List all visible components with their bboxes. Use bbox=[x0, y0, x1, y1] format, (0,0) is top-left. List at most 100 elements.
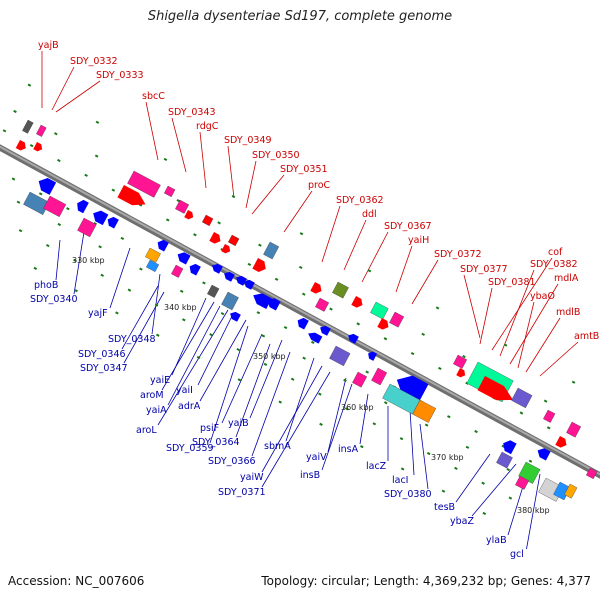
gene-label-reverse: SDY_0346 bbox=[78, 349, 126, 360]
gene-label-reverse: tesB bbox=[434, 502, 455, 513]
gene-arrow-reverse bbox=[244, 279, 255, 290]
leader-line bbox=[409, 409, 415, 476]
marker-dash bbox=[237, 378, 242, 382]
tick-label: 350 kbp bbox=[253, 352, 286, 361]
tick-label: 360 kbp bbox=[341, 403, 374, 412]
marker-dash bbox=[426, 451, 431, 456]
marker-dash bbox=[438, 366, 442, 371]
marker-dash bbox=[11, 177, 16, 181]
gene-box bbox=[207, 284, 220, 298]
gene-label-forward: proC bbox=[308, 180, 331, 191]
gene-label-forward: cof bbox=[548, 247, 563, 258]
accession-text: Accession: NC_007606 bbox=[8, 574, 145, 588]
gene-arrow-forward bbox=[555, 436, 567, 448]
gene-label-forward: SDY_0351 bbox=[280, 164, 328, 175]
gene-label-reverse: SDY_0359 bbox=[166, 443, 214, 454]
gene-arrow-forward bbox=[15, 140, 26, 151]
gene-label-forward: sbcC bbox=[142, 91, 165, 102]
marker-dash bbox=[115, 311, 119, 315]
leader-line bbox=[197, 315, 233, 386]
marker-dash bbox=[45, 243, 50, 248]
gene-box bbox=[564, 483, 578, 499]
gene-box bbox=[315, 297, 330, 312]
gene-label-reverse: SDY_0340 bbox=[30, 294, 78, 305]
marker-dash bbox=[474, 429, 478, 434]
gene-label-forward: SDY_0350 bbox=[252, 150, 300, 161]
marker-dash bbox=[360, 445, 364, 449]
gene-box bbox=[36, 124, 47, 137]
marker-dash bbox=[231, 194, 236, 199]
marker-dash bbox=[543, 399, 548, 403]
gene-box bbox=[332, 281, 349, 299]
marker-dash bbox=[217, 221, 221, 225]
gene-arrow-forward bbox=[252, 258, 266, 272]
gene-arrow-reverse bbox=[396, 375, 429, 404]
marker-dash bbox=[301, 292, 306, 296]
marker-dash bbox=[465, 445, 470, 449]
gene-label-reverse: sbmA bbox=[264, 441, 291, 452]
marker-dash bbox=[182, 318, 186, 322]
tick-label: 370 kbp bbox=[431, 453, 464, 462]
leader-line bbox=[455, 453, 491, 503]
gene-label-forward: SDY_0362 bbox=[336, 195, 384, 206]
marker-dash bbox=[302, 356, 306, 360]
marker-dash bbox=[165, 218, 170, 222]
marker-dash bbox=[365, 370, 370, 374]
marker-dash bbox=[482, 511, 487, 516]
leader-line bbox=[227, 145, 235, 199]
leader-line bbox=[321, 383, 353, 471]
gene-arrow-reverse bbox=[267, 298, 281, 311]
gene-box bbox=[511, 387, 533, 409]
gene-label-reverse: yaiV bbox=[306, 452, 327, 463]
gene-label-reverse: aroL bbox=[136, 425, 157, 436]
gene-label-reverse: yaiW bbox=[240, 472, 264, 483]
gene-label-reverse: yaiB bbox=[228, 418, 249, 429]
gene-label-reverse: SDY_0380 bbox=[384, 489, 432, 500]
gene-arrow-reverse bbox=[348, 333, 359, 344]
gene-label-reverse: gcl bbox=[510, 549, 524, 560]
marker-dash bbox=[202, 281, 206, 285]
gene-box bbox=[515, 475, 530, 490]
gene-box bbox=[389, 311, 405, 328]
leader-line bbox=[283, 190, 313, 233]
marker-dash bbox=[454, 466, 458, 470]
gene-box bbox=[566, 421, 582, 438]
gene-box bbox=[171, 264, 184, 278]
marker-dash bbox=[220, 312, 225, 316]
marker-dash bbox=[421, 332, 425, 336]
marker-dash bbox=[410, 352, 415, 356]
gene-box bbox=[496, 451, 513, 469]
leader-line bbox=[121, 285, 159, 350]
marker-dash bbox=[383, 337, 388, 341]
gene-box bbox=[146, 259, 160, 272]
genome-stats: Topology: circular; Length: 4,369,232 bp… bbox=[261, 574, 591, 588]
genome-backbone bbox=[0, 144, 600, 479]
marker-dash bbox=[13, 109, 17, 114]
marker-dash bbox=[399, 437, 404, 441]
gene-arrow-forward bbox=[184, 210, 194, 220]
leader-line bbox=[395, 245, 413, 293]
gene-arrow-forward bbox=[456, 368, 466, 378]
marker-dash bbox=[57, 158, 61, 163]
gene-label-forward: SDY_0377 bbox=[460, 264, 508, 275]
marker-dash bbox=[94, 154, 99, 158]
gene-box bbox=[221, 291, 239, 311]
leader-line bbox=[245, 160, 257, 209]
gene-box bbox=[412, 399, 437, 423]
marker-dash bbox=[400, 467, 405, 471]
gene-label-forward: SDY_0381 bbox=[488, 277, 536, 288]
marker-dash bbox=[356, 322, 360, 326]
gene-box bbox=[43, 195, 67, 218]
marker-dash bbox=[2, 129, 7, 133]
gene-arrow-reverse bbox=[537, 448, 551, 461]
gene-label-forward: mdlA bbox=[554, 273, 579, 284]
gene-arrow-reverse bbox=[93, 210, 109, 226]
gene-label-reverse: lacZ bbox=[366, 461, 387, 472]
gene-arrow-reverse bbox=[308, 332, 323, 344]
leader-line bbox=[235, 343, 271, 438]
gene-arrow-reverse bbox=[224, 271, 235, 282]
marker-dash bbox=[481, 481, 485, 485]
gene-box bbox=[77, 217, 97, 238]
gene-box bbox=[228, 234, 240, 247]
leader-line bbox=[55, 80, 101, 113]
